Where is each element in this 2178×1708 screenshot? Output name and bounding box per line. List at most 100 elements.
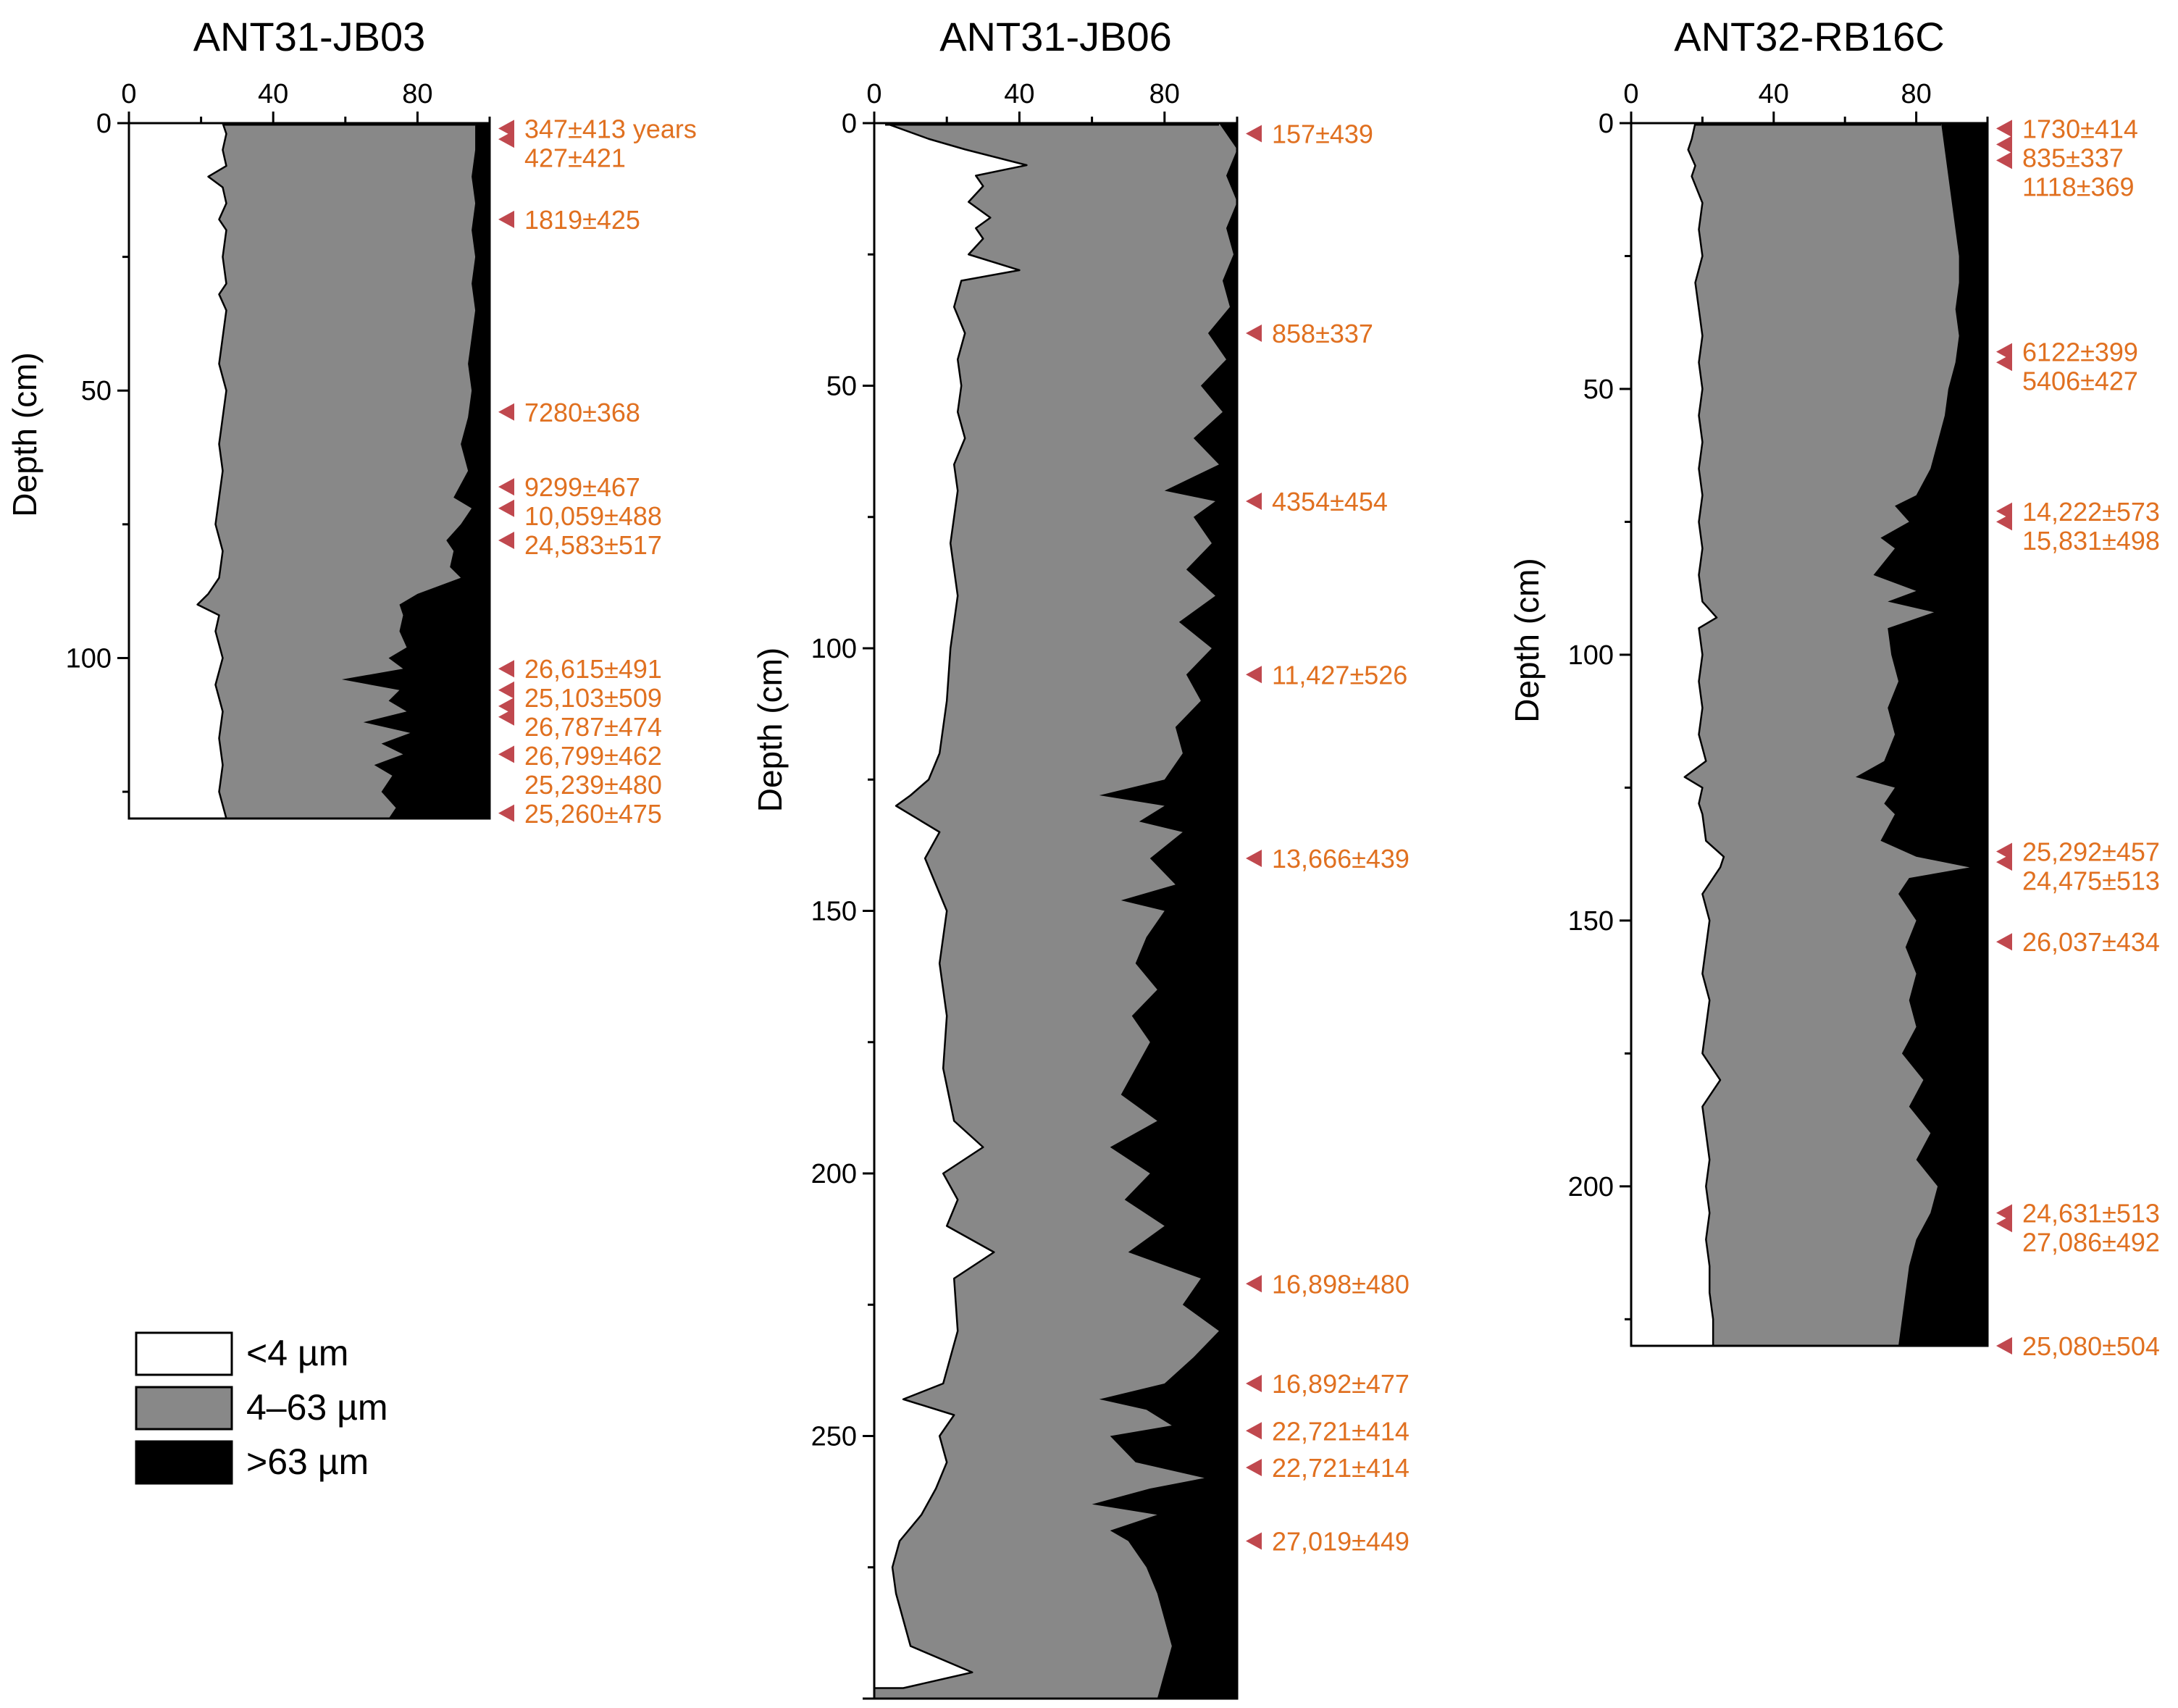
date-label: 13,666±439: [1272, 844, 1410, 874]
x-tick-label: 80: [402, 79, 432, 109]
date-label: 24,583±517: [524, 530, 662, 560]
date-label: 1819±425: [524, 205, 640, 235]
date-label: 4354±454: [1272, 487, 1388, 516]
date-marker: [1246, 1422, 1262, 1440]
x-tick-label: 0: [866, 79, 881, 109]
date-marker: [498, 681, 514, 699]
date-label: 25,080±504: [2022, 1331, 2160, 1361]
date-label: 427±421: [524, 143, 626, 172]
date-marker: [498, 499, 514, 517]
date-label: 22,721±414: [1272, 1416, 1410, 1446]
legend-item-silt: 4–63 µm: [135, 1386, 388, 1431]
x-tick-label: 40: [1004, 79, 1034, 109]
x-tick-label: 80: [1149, 79, 1180, 109]
date-label: 5406±427: [2022, 367, 2138, 396]
panel-title: ANT31-JB03: [193, 14, 426, 59]
date-marker: [1246, 666, 1262, 684]
date-label: 25,260±475: [524, 799, 662, 829]
legend-swatch-silt: [135, 1386, 233, 1431]
legend-swatch-clay: [135, 1331, 233, 1376]
date-label: 25,239±480: [524, 770, 662, 800]
date-marker: [498, 804, 514, 822]
y-tick-label: 150: [1568, 906, 1614, 937]
y-tick-label: 50: [826, 372, 857, 402]
legend-item-clay: <4 µm: [135, 1331, 348, 1376]
date-label: 16,898±480: [1272, 1269, 1410, 1299]
y-axis-label: Depth (cm): [6, 352, 43, 516]
date-marker: [1246, 1375, 1262, 1392]
date-marker: [1246, 850, 1262, 867]
date-marker: [498, 532, 514, 549]
legend-label-sand: >63 µm: [246, 1441, 369, 1482]
y-tick-label: 100: [1568, 640, 1614, 671]
date-marker: [1246, 1459, 1262, 1476]
date-marker: [1996, 853, 2012, 871]
plot-frame: [1630, 122, 1989, 1347]
y-tick-label: 0: [1599, 109, 1614, 139]
y-tick-label: 100: [66, 643, 112, 674]
date-marker: [1996, 151, 2012, 169]
date-label: 9299±467: [524, 472, 640, 502]
date-label: 27,019±449: [1272, 1527, 1410, 1557]
date-marker: [1996, 135, 2012, 154]
x-tick-label: 40: [1759, 79, 1789, 109]
date-label: 24,631±513: [2022, 1199, 2160, 1228]
date-label: 858±337: [1272, 319, 1373, 348]
y-tick-label: 0: [96, 109, 112, 139]
y-tick-label: 150: [811, 897, 857, 927]
date-marker: [498, 210, 514, 228]
panel-title: ANT32-RB16C: [1674, 14, 1944, 59]
date-label: 22,721±414: [1272, 1453, 1410, 1483]
y-tick-label: 100: [811, 634, 857, 664]
date-label: 11,427±526: [1272, 660, 1407, 690]
date-label: 24,475±513: [2022, 866, 2160, 895]
silt-fraction-area: [1631, 123, 1970, 1346]
date-marker: [1246, 493, 1262, 510]
date-marker: [498, 660, 514, 678]
date-label: 10,059±488: [524, 501, 662, 531]
x-tick-label: 0: [121, 79, 136, 109]
y-tick-label: 0: [842, 109, 857, 139]
y-tick-label: 200: [1568, 1172, 1614, 1202]
clay-fraction-area: [129, 123, 227, 819]
date-label: 25,103±509: [524, 683, 662, 713]
date-label: 27,086±492: [2022, 1228, 2160, 1257]
core-panels: ANT31-JB03 0 40 80 0 50 100 Depth (cm) 347±413 y…: [6, 14, 2160, 1700]
date-marker: [1996, 513, 2012, 531]
x-tick-label: 0: [1623, 79, 1638, 109]
legend: <4 µm 4–63 µm >63 µm: [135, 1331, 388, 1485]
legend-label-clay: <4 µm: [246, 1333, 348, 1373]
date-label: 26,787±474: [524, 712, 662, 742]
date-label: 26,615±491: [524, 654, 662, 684]
date-label: 26,799±462: [524, 741, 662, 771]
date-label: 7280±368: [524, 398, 640, 427]
plot-frame: [127, 122, 491, 820]
date-marker: [498, 478, 514, 496]
date-marker: [1246, 1532, 1262, 1550]
y-axis-label: Depth (cm): [751, 648, 789, 812]
date-label: 25,292±457: [2022, 837, 2160, 866]
panel-title: ANT31-JB06: [939, 14, 1172, 59]
legend-label-silt: 4–63 µm: [246, 1387, 388, 1428]
date-label: 1118±369: [2022, 172, 2135, 201]
date-marker: [1246, 325, 1262, 342]
y-tick-label: 200: [811, 1159, 857, 1189]
date-marker: [1996, 120, 2012, 138]
date-label: 157±439: [1272, 120, 1373, 149]
clay-fraction-area: [874, 123, 1028, 1689]
clay-fraction-area: [1631, 123, 1725, 1346]
date-label: 6122±399: [2022, 338, 2138, 367]
y-axis-label: Depth (cm): [1508, 558, 1546, 722]
date-label: 835±337: [2022, 143, 2124, 172]
date-label: 14,222±573: [2022, 497, 2160, 527]
date-label: 26,037±434: [2022, 927, 2160, 957]
date-marker: [498, 745, 514, 763]
legend-item-sand: >63 µm: [135, 1440, 369, 1485]
y-tick-label: 50: [81, 376, 112, 406]
date-label: 1730±414: [2022, 114, 2138, 143]
date-marker: [498, 130, 514, 148]
date-marker: [1996, 933, 2012, 951]
silt-fraction-area: [874, 123, 1237, 1699]
date-marker: [1246, 125, 1262, 143]
